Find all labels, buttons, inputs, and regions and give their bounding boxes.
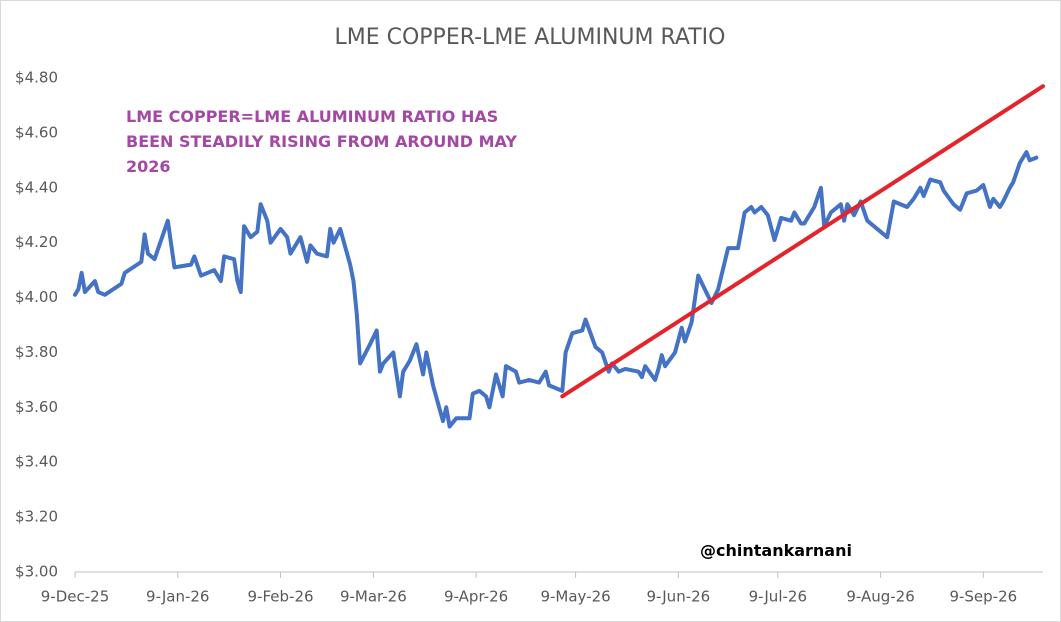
trend-line — [560, 84, 1045, 399]
y-tick-label: $4.80 — [15, 69, 58, 87]
x-tick-label: 9-Jul-26 — [749, 588, 807, 606]
y-tick-label: $3.00 — [15, 563, 58, 581]
y-tick-label: $4.40 — [15, 178, 58, 196]
y-tick-label: $3.20 — [15, 508, 58, 526]
watermark: @chintankarnani — [700, 541, 852, 560]
y-tick-label: $4.00 — [15, 288, 58, 306]
x-tick-label: 9-Mar-26 — [340, 588, 407, 606]
x-tick-label: 9-Apr-26 — [444, 588, 508, 606]
x-tick-label: 9-May-26 — [540, 588, 610, 606]
data-line — [73, 150, 1039, 429]
y-tick-label: $4.20 — [15, 233, 58, 251]
y-tick-label: $4.60 — [15, 123, 58, 141]
x-tick-label: 9-Aug-26 — [846, 588, 914, 606]
x-tick-label: 9-Jun-26 — [646, 588, 710, 606]
chart-title: LME COPPER-LME ALUMINUM RATIO — [334, 25, 725, 50]
annotation: LME COPPER=LME ALUMINUM RATIO HAS BEEN S… — [126, 107, 517, 176]
x-tick-label: 9-Jan-26 — [146, 588, 209, 606]
x-tick-label: 9-Sep-26 — [949, 588, 1017, 606]
y-tick-label: $3.40 — [15, 453, 58, 471]
x-tick-label: 9-Dec-25 — [41, 588, 109, 606]
x-tick-label: 9-Feb-26 — [248, 588, 314, 606]
y-tick-label: $3.80 — [15, 343, 58, 361]
y-tick-label: $3.60 — [15, 398, 58, 416]
